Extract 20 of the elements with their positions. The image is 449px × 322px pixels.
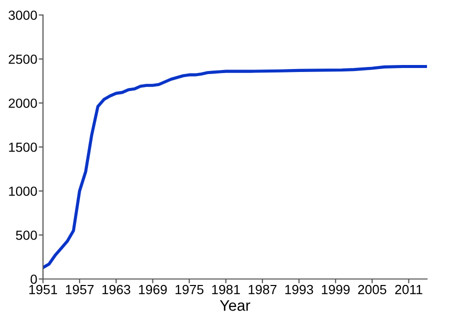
x-tick-label: 1951 (29, 284, 58, 294)
x-tick-label: 1975 (176, 284, 204, 294)
x-tick-label: 1993 (285, 284, 314, 294)
y-tick-label: 500 (16, 230, 37, 240)
y-tick-label: 3000 (8, 10, 37, 20)
y-tick-label: 2500 (8, 54, 37, 64)
x-tick-label: 1957 (66, 284, 94, 294)
y-tick-label: 1000 (9, 186, 37, 196)
x-tick-label: 1999 (322, 284, 350, 294)
x-tick-label: 1969 (139, 284, 167, 294)
x-axis-title: Year (220, 300, 250, 311)
y-tick-label: 2000 (8, 98, 37, 108)
x-tick-label: 1981 (212, 284, 240, 294)
x-tick-label: 2005 (358, 284, 386, 294)
x-tick-label: 2011 (395, 284, 422, 294)
line-series (43, 64, 427, 270)
y-tick-label: 1500 (9, 142, 37, 152)
x-tick-label: 1963 (102, 284, 130, 294)
y-tick-label: 0 (30, 274, 37, 284)
x-tick-label: 1987 (248, 284, 276, 294)
